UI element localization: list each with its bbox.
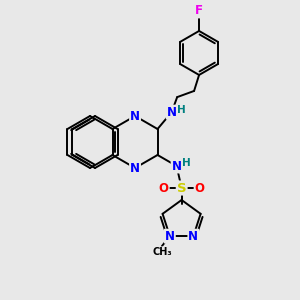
Text: F: F: [195, 4, 203, 17]
Text: CH₃: CH₃: [152, 247, 172, 257]
Text: N: N: [130, 110, 140, 122]
Text: N: N: [167, 106, 177, 118]
Text: H: H: [177, 105, 186, 115]
Text: O: O: [159, 182, 169, 194]
Text: N: N: [165, 230, 175, 243]
Text: N: N: [188, 230, 198, 243]
Text: N: N: [130, 161, 140, 175]
Text: H: H: [182, 158, 191, 168]
Text: N: N: [172, 160, 182, 172]
Text: O: O: [195, 182, 205, 194]
Text: S: S: [177, 182, 186, 194]
